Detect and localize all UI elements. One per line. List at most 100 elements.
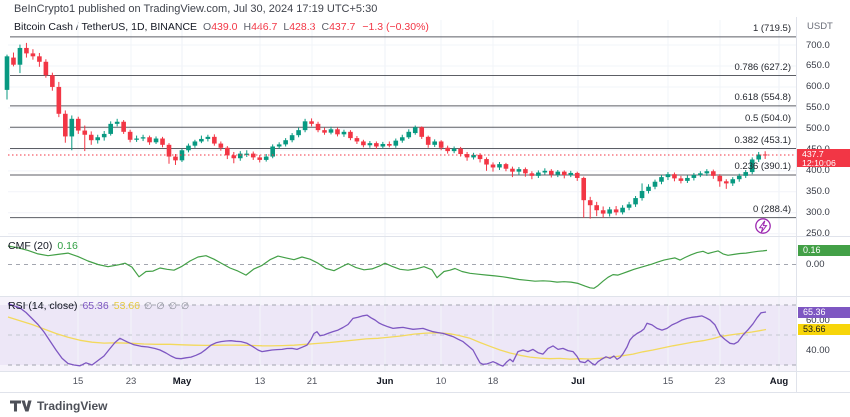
time-tick-label[interactable]: May xyxy=(172,376,192,387)
lightning-icon[interactable] xyxy=(758,220,768,233)
last-price-badge: 437.7 12:10:06 xyxy=(797,149,850,167)
candle xyxy=(289,133,295,143)
candle xyxy=(723,179,729,189)
candle xyxy=(555,169,561,178)
price-tick-label[interactable]: 650.0 xyxy=(806,60,830,72)
time-tick-label[interactable]: Jul xyxy=(571,376,585,387)
price-tick-label[interactable]: 400.0 xyxy=(806,165,830,177)
candle xyxy=(380,141,386,149)
time-tick-label[interactable]: 18 xyxy=(487,376,499,387)
candle xyxy=(63,110,68,143)
price-tick-label[interactable]: 250.0 xyxy=(806,228,830,240)
candle xyxy=(37,52,42,67)
rsi-value-badge: 65.36 xyxy=(798,306,850,318)
candle xyxy=(296,127,301,138)
candle xyxy=(348,130,353,141)
ohlc-letter: O xyxy=(203,21,212,33)
candle xyxy=(250,151,256,160)
candle xyxy=(199,135,204,144)
time-tick-label[interactable]: 15 xyxy=(662,376,674,387)
footer: TradingView xyxy=(10,399,107,413)
price-tick-label[interactable]: 500.0 xyxy=(806,123,830,135)
ohlc-letter: H xyxy=(243,21,252,33)
candle xyxy=(425,135,431,148)
candle xyxy=(302,118,308,133)
candle xyxy=(328,126,334,135)
candle xyxy=(607,206,612,217)
tradingview-logo-icon[interactable] xyxy=(10,399,32,413)
candle xyxy=(691,172,697,181)
candle xyxy=(50,72,55,91)
cmf-line xyxy=(7,245,768,289)
candle xyxy=(17,44,23,74)
time-tick-label[interactable]: 21 xyxy=(306,376,318,387)
cmf-value: 0.16 xyxy=(57,240,78,252)
candle xyxy=(503,162,509,172)
cmf-indicator-legend[interactable]: CMF (20) 0.16 xyxy=(8,240,78,252)
cmf-label[interactable]: CMF (20) xyxy=(8,240,53,252)
candle xyxy=(24,42,29,58)
price-tick-label[interactable]: 350.0 xyxy=(806,186,830,198)
time-tick-label[interactable]: 10 xyxy=(435,376,447,387)
price-tick-label[interactable]: 300.0 xyxy=(806,207,830,219)
candle xyxy=(283,138,288,147)
candle xyxy=(730,177,736,186)
price-tick-label[interactable]: 550.0 xyxy=(806,102,830,114)
ohlc-letter: L xyxy=(283,21,290,33)
change-value: −1.3 (−0.30%) xyxy=(362,21,429,33)
time-tick-label[interactable]: Aug xyxy=(769,376,789,387)
candle xyxy=(367,141,373,148)
rsi-tick-label[interactable]: 40.00 xyxy=(806,344,830,356)
candle xyxy=(633,195,638,207)
cmf-tick-label[interactable]: 0.00 xyxy=(806,259,825,270)
time-tick-label[interactable]: 23 xyxy=(125,376,137,387)
candle xyxy=(173,154,178,165)
candle xyxy=(639,183,645,201)
candle xyxy=(626,201,632,211)
candle xyxy=(620,205,625,215)
chart-legend[interactable]: Bitcoin Cash / TetherUS, 1D, BINANCE O439… xyxy=(14,21,429,33)
candle xyxy=(43,59,49,78)
candle xyxy=(237,151,243,161)
bar-countdown: 12:10:06 xyxy=(802,157,836,168)
rsi-label[interactable]: RSI (14, close) xyxy=(8,299,78,312)
candle xyxy=(542,168,548,175)
ohlc-values: O439.0 H446.7 L428.3 C437.7 xyxy=(197,21,355,33)
time-tick-label[interactable]: 13 xyxy=(254,376,266,387)
candle xyxy=(147,135,152,145)
candle xyxy=(438,140,444,151)
candle xyxy=(56,81,62,118)
candle xyxy=(574,171,580,181)
time-tick-label[interactable]: Jun xyxy=(376,376,394,387)
candle xyxy=(549,169,554,178)
candle xyxy=(127,129,133,143)
candle xyxy=(263,154,269,162)
price-tick-label[interactable]: 600.0 xyxy=(806,81,830,93)
rsi-line xyxy=(7,302,767,367)
price-tick-label[interactable]: 700.0 xyxy=(806,39,830,51)
candle xyxy=(270,144,275,159)
candle xyxy=(387,141,392,148)
candle xyxy=(665,172,671,181)
candle xyxy=(685,175,690,183)
symbol-title[interactable]: Bitcoin Cash / TetherUS, 1D, BINANCE xyxy=(14,21,198,33)
candle xyxy=(218,141,224,151)
candle xyxy=(594,201,599,217)
rsi-pane-background xyxy=(0,296,797,372)
time-tick-label[interactable]: 15 xyxy=(72,376,84,387)
hidden-value-icon: ∅ xyxy=(156,300,165,312)
price-scale-currency[interactable]: USDT xyxy=(807,21,833,32)
candle xyxy=(134,135,139,142)
rsi-indicator-legend[interactable]: RSI (14, close) 65.36 53.66 ∅ ∅ ∅ ∅ xyxy=(8,300,189,312)
candle xyxy=(315,121,321,133)
tradingview-brand[interactable]: TradingView xyxy=(37,399,108,413)
candle xyxy=(212,134,217,146)
candle xyxy=(399,134,405,143)
candle xyxy=(153,136,159,144)
time-tick-label[interactable]: 23 xyxy=(714,376,726,387)
candle xyxy=(361,139,366,148)
candle xyxy=(88,131,94,145)
fib-level-label: 0 (288.4) xyxy=(752,203,791,215)
rsi-tick-label[interactable]: 60.00 xyxy=(806,314,830,326)
